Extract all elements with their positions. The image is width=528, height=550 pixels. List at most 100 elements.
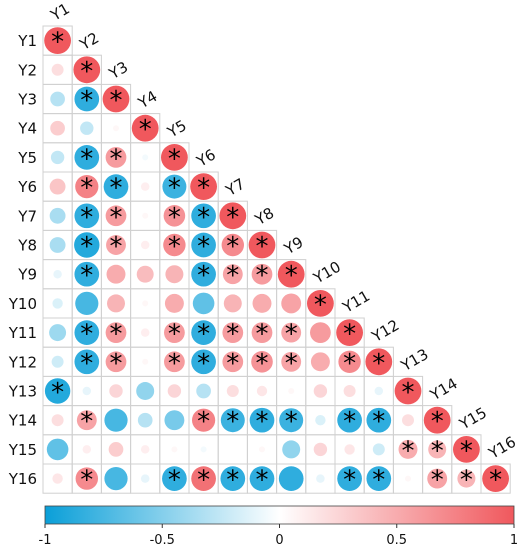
significance-star: * [51, 28, 64, 58]
column-label-Y16: Y16 [485, 433, 519, 463]
significance-star: * [110, 86, 123, 116]
correlation-circle-Y14-Y5 [164, 410, 185, 431]
significance-star: * [431, 436, 444, 466]
significance-star: * [197, 261, 210, 291]
colorbar-gradient [44, 505, 515, 525]
correlation-circle-Y14-Y14 [423, 406, 451, 434]
correlation-circle-Y9-Y3 [106, 264, 126, 284]
correlation-circle-Y3-Y1 [50, 91, 65, 107]
correlation-circle-Y11-Y5 [164, 322, 185, 343]
correlation-circle-Y15-Y5 [171, 446, 178, 453]
significance-star: * [285, 349, 298, 379]
significance-star: * [80, 407, 93, 437]
correlation-circle-Y14-Y6 [192, 408, 216, 432]
correlation-circle-Y6-Y2 [75, 175, 99, 199]
correlation-circle-Y16-Y12 [366, 466, 392, 491]
correlation-circle-Y6-Y1 [49, 178, 66, 195]
correlation-circle-Y7-Y2 [74, 203, 100, 229]
correlation-circle-Y1-Y1 [44, 27, 71, 54]
correlation-circle-Y13-Y12 [374, 386, 384, 396]
correlation-circle-Y13-Y3 [109, 384, 123, 398]
column-label-Y11: Y11 [339, 287, 373, 317]
correlation-circle-Y10-Y1 [52, 298, 63, 309]
correlation-circle-Y16-Y11 [337, 466, 362, 491]
correlation-circle-Y14-Y13 [402, 414, 414, 427]
correlation-circle-Y9-Y4 [136, 265, 154, 283]
row-label-Y13: Y13 [8, 383, 37, 401]
significance-star: * [285, 407, 298, 437]
correlation-circle-Y9-Y2 [74, 261, 100, 287]
correlation-circle-Y15-Y8 [259, 446, 265, 453]
correlation-circle-Y12-Y4 [142, 358, 149, 365]
correlation-circle-Y14-Y3 [104, 408, 128, 432]
correlation-circle-Y11-Y2 [74, 320, 100, 345]
significance-star: * [226, 466, 239, 496]
correlation-circle-Y8-Y4 [140, 240, 150, 250]
correlation-circle-Y14-Y8 [249, 407, 275, 433]
row-label-Y12: Y12 [8, 353, 37, 371]
row-label-Y14: Y14 [8, 412, 37, 430]
correlation-circle-Y15-Y2 [82, 445, 92, 454]
correlation-circle-Y5-Y2 [74, 145, 100, 170]
correlation-circle-Y15-Y9 [282, 440, 301, 459]
correlation-circle-Y10-Y10 [307, 290, 334, 317]
significance-star: * [343, 407, 356, 437]
correlation-circle-Y12-Y3 [105, 351, 127, 373]
correlation-circle-Y10-Y4 [142, 300, 149, 307]
correlation-circle-Y7-Y3 [105, 205, 127, 227]
column-label-Y12: Y12 [368, 316, 402, 346]
correlation-circle-Y11-Y9 [281, 322, 302, 343]
correlation-circle-Y16-Y8 [249, 466, 275, 491]
significance-star: * [80, 232, 93, 262]
column-label-Y3: Y3 [105, 58, 131, 83]
correlation-circle-Y12-Y12 [365, 348, 393, 376]
correlation-circle-Y8-Y6 [191, 232, 216, 258]
correlation-circle-Y15-Y14 [428, 440, 447, 459]
correlation-circle-Y13-Y2 [82, 386, 92, 396]
significance-star: * [197, 407, 210, 437]
correlation-circle-Y6-Y3 [103, 174, 129, 199]
correlation-circle-Y8-Y8 [248, 231, 276, 259]
correlation-circle-Y16-Y6 [191, 466, 216, 491]
significance-star: * [197, 320, 210, 350]
significance-star: * [80, 144, 93, 174]
significance-star: * [168, 320, 181, 350]
correlation-cells: *** *** * ** * * ** * * * ** * * * * ** * * * *** * * * * * * ** * *… [44, 27, 509, 496]
colorbar-ticks: -1 -0.5 0 0.5 1 [39, 524, 518, 548]
significance-star: * [226, 203, 239, 233]
colorbar-tick-label: 1 [510, 533, 518, 548]
significance-star: * [489, 466, 502, 496]
correlation-circle-Y5-Y5 [161, 144, 188, 171]
grid-cell [480, 463, 511, 494]
colorbar-tick-label: 0.5 [386, 533, 407, 548]
correlation-circle-Y15-Y3 [108, 442, 124, 457]
significance-star: * [80, 466, 93, 496]
significance-star: * [285, 261, 298, 291]
correlation-circle-Y11-Y8 [251, 322, 273, 343]
significance-star: * [80, 174, 93, 204]
significance-star: * [402, 436, 415, 466]
row-label-Y16: Y16 [8, 470, 37, 488]
correlation-circle-Y7-Y7 [219, 202, 247, 230]
significance-star: * [197, 466, 210, 496]
colorbar-tick-label: -1 [39, 533, 52, 548]
correlation-circle-Y14-Y10 [315, 415, 326, 426]
column-label-Y13: Y13 [397, 345, 431, 375]
correlation-circle-Y9-Y6 [191, 261, 216, 287]
significance-star: * [460, 436, 473, 466]
correlation-circle-Y11-Y10 [310, 322, 331, 343]
correlation-circle-Y7-Y1 [49, 207, 66, 224]
correlation-circle-Y12-Y1 [51, 355, 64, 368]
column-label-Y4: Y4 [134, 87, 160, 112]
correlation-circle-Y10-Y7 [223, 294, 242, 313]
correlation-circle-Y8-Y5 [163, 233, 186, 257]
column-label-Y6: Y6 [193, 146, 219, 171]
significance-star: * [372, 466, 385, 496]
correlation-circle-Y11-Y7 [222, 322, 244, 343]
significance-star: * [168, 232, 181, 262]
row-label-Y2: Y2 [17, 61, 37, 79]
significance-star: * [110, 203, 123, 233]
correlation-circle-Y6-Y6 [190, 173, 218, 201]
correlation-circle-Y14-Y4 [137, 412, 153, 428]
correlation-circle-Y14-Y1 [51, 414, 64, 427]
